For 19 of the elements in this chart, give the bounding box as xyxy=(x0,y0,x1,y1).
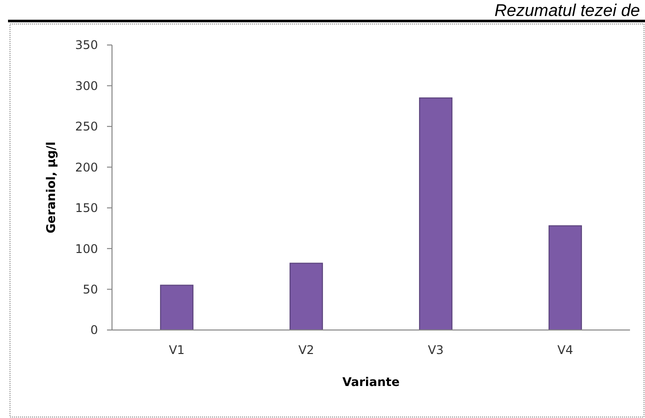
y-tick-label: 150 xyxy=(75,201,98,216)
x-tick-label: V3 xyxy=(428,343,444,357)
y-tick-label: 0 xyxy=(90,323,98,338)
y-tick-label: 300 xyxy=(75,78,98,93)
y-tick-label: 100 xyxy=(75,242,98,256)
x-tick-label: V4 xyxy=(557,343,574,357)
y-tick-label: 250 xyxy=(75,120,98,134)
bar xyxy=(160,284,194,330)
x-tick-label: V2 xyxy=(298,343,314,357)
y-tick-label: 50 xyxy=(82,282,98,296)
y-tick-label: 200 xyxy=(75,160,98,174)
text: Rezumatul tezei de xyxy=(494,1,640,20)
y-axis-title: Geraniol, µg/l xyxy=(44,142,58,234)
x-axis-title: Variante xyxy=(342,375,400,389)
bar xyxy=(419,97,452,330)
x-tick-label: V1 xyxy=(168,343,185,357)
bar xyxy=(548,225,582,330)
bar xyxy=(290,262,323,330)
y-tick-label: 350 xyxy=(75,38,98,52)
